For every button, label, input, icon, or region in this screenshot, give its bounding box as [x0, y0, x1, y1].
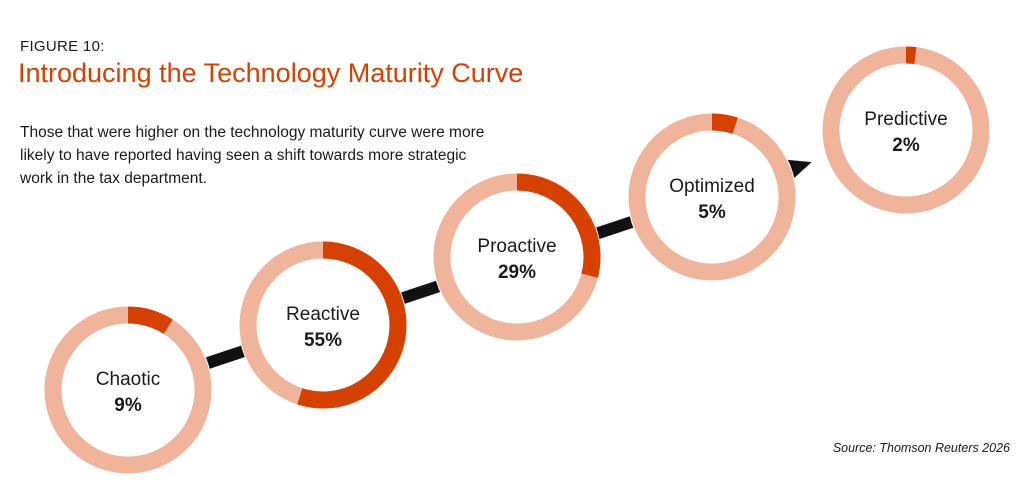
- donut-predictive-category-label: Predictive: [864, 109, 947, 130]
- figure-label: FIGURE 10:: [20, 38, 105, 55]
- donut-reactive-value-arc: [297, 241, 407, 409]
- donut-reactive-category-label: Reactive: [286, 304, 360, 325]
- donut-proactive-backing: [432, 172, 602, 342]
- donut-reactive-value-label: 55%: [304, 330, 342, 351]
- donut-proactive: Proactive 29%: [432, 172, 602, 342]
- chart-subtitle: Those that were higher on the technology…: [20, 124, 485, 187]
- donut-chaotic-backing: [43, 305, 213, 475]
- donut-predictive-value-label: 2%: [892, 135, 920, 156]
- donut-reactive: Reactive 55%: [238, 240, 408, 410]
- donut-optimized-value-arc: [711, 113, 738, 134]
- donut-chaotic-category-label: Chaotic: [96, 369, 160, 390]
- donut-reactive-backing: [238, 240, 408, 410]
- donut-chaotic-value-label: 9%: [114, 395, 142, 416]
- donut-predictive: Predictive 2%: [821, 45, 991, 215]
- donut-proactive-category-label: Proactive: [477, 236, 556, 257]
- donut-proactive-value-arc: [516, 173, 601, 278]
- chart-title: Introducing the Technology Maturity Curv…: [18, 58, 524, 88]
- donut-predictive-value-arc: [905, 46, 917, 65]
- donut-predictive-backing: [821, 45, 991, 215]
- donut-optimized: Optimized 5%: [627, 112, 797, 282]
- donut-chaotic-value-arc: [127, 306, 173, 335]
- donut-group: Chaotic 9% Reactive 55% Proactive 29% Optimize…: [43, 45, 991, 475]
- donut-optimized-backing: [627, 112, 797, 282]
- donut-proactive-value-label: 29%: [498, 262, 536, 283]
- source-note: Source: Thomson Reuters 2026: [832, 441, 1010, 455]
- donut-optimized-category-label: Optimized: [669, 176, 755, 197]
- donut-optimized-value-label: 5%: [698, 202, 726, 223]
- donut-chaotic: Chaotic 9%: [43, 305, 213, 475]
